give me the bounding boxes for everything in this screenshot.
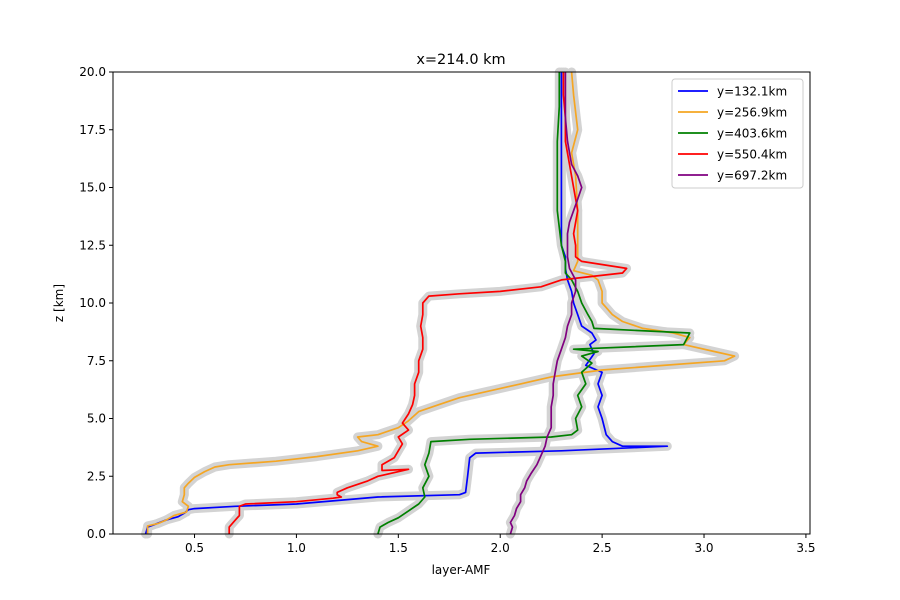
y-tick-label: 2.5 xyxy=(87,469,106,483)
x-tick-label: 2.0 xyxy=(491,541,510,555)
y-tick-label: 5.0 xyxy=(87,412,106,426)
legend-box xyxy=(671,78,804,189)
x-axis-ticks: 0.5 1.0 1.5 2.0 2.5 3.0 3.5 xyxy=(185,534,815,555)
series-line-2 xyxy=(146,71,736,534)
legend-label: y=697.2km xyxy=(717,169,787,183)
series-line-1 xyxy=(144,72,669,535)
legend-label: y=132.1km xyxy=(717,85,787,99)
legend-label: y=256.9km xyxy=(717,106,787,120)
legend: y=132.1km y=256.9km y=403.6km y=550.4km y=69… xyxy=(671,78,804,189)
legend-label: y=403.6km xyxy=(717,127,787,141)
y-tick-label: 17.5 xyxy=(79,123,106,137)
series-line-3 xyxy=(377,72,691,535)
y-axis-label: z [km] xyxy=(52,284,66,322)
x-tick-label: 2.5 xyxy=(593,541,612,555)
x-tick-label: 0.5 xyxy=(185,541,204,555)
x-tick-label: 1.0 xyxy=(287,541,306,555)
legend-label: y=550.4km xyxy=(717,148,787,162)
series-line-4 xyxy=(228,72,628,534)
x-axis-label: layer-AMF xyxy=(432,563,491,577)
x-tick-label: 3.5 xyxy=(796,541,815,555)
series-lines xyxy=(144,71,736,535)
y-axis-ticks: 0.0 2.5 5.0 7.5 10.0 12.5 15.0 17.5 20.0 xyxy=(79,65,113,541)
x-tick-label: 1.5 xyxy=(389,541,408,555)
y-tick-label: 7.5 xyxy=(87,354,106,368)
series-line-5 xyxy=(509,72,583,535)
y-tick-label: 20.0 xyxy=(79,65,106,79)
y-tick-label: 0.0 xyxy=(87,527,106,541)
y-tick-label: 10.0 xyxy=(79,296,106,310)
y-tick-label: 12.5 xyxy=(79,238,106,252)
y-tick-label: 15.0 xyxy=(79,181,106,195)
x-tick-label: 3.0 xyxy=(694,541,713,555)
chart-title: x=214.0 km xyxy=(416,52,505,68)
